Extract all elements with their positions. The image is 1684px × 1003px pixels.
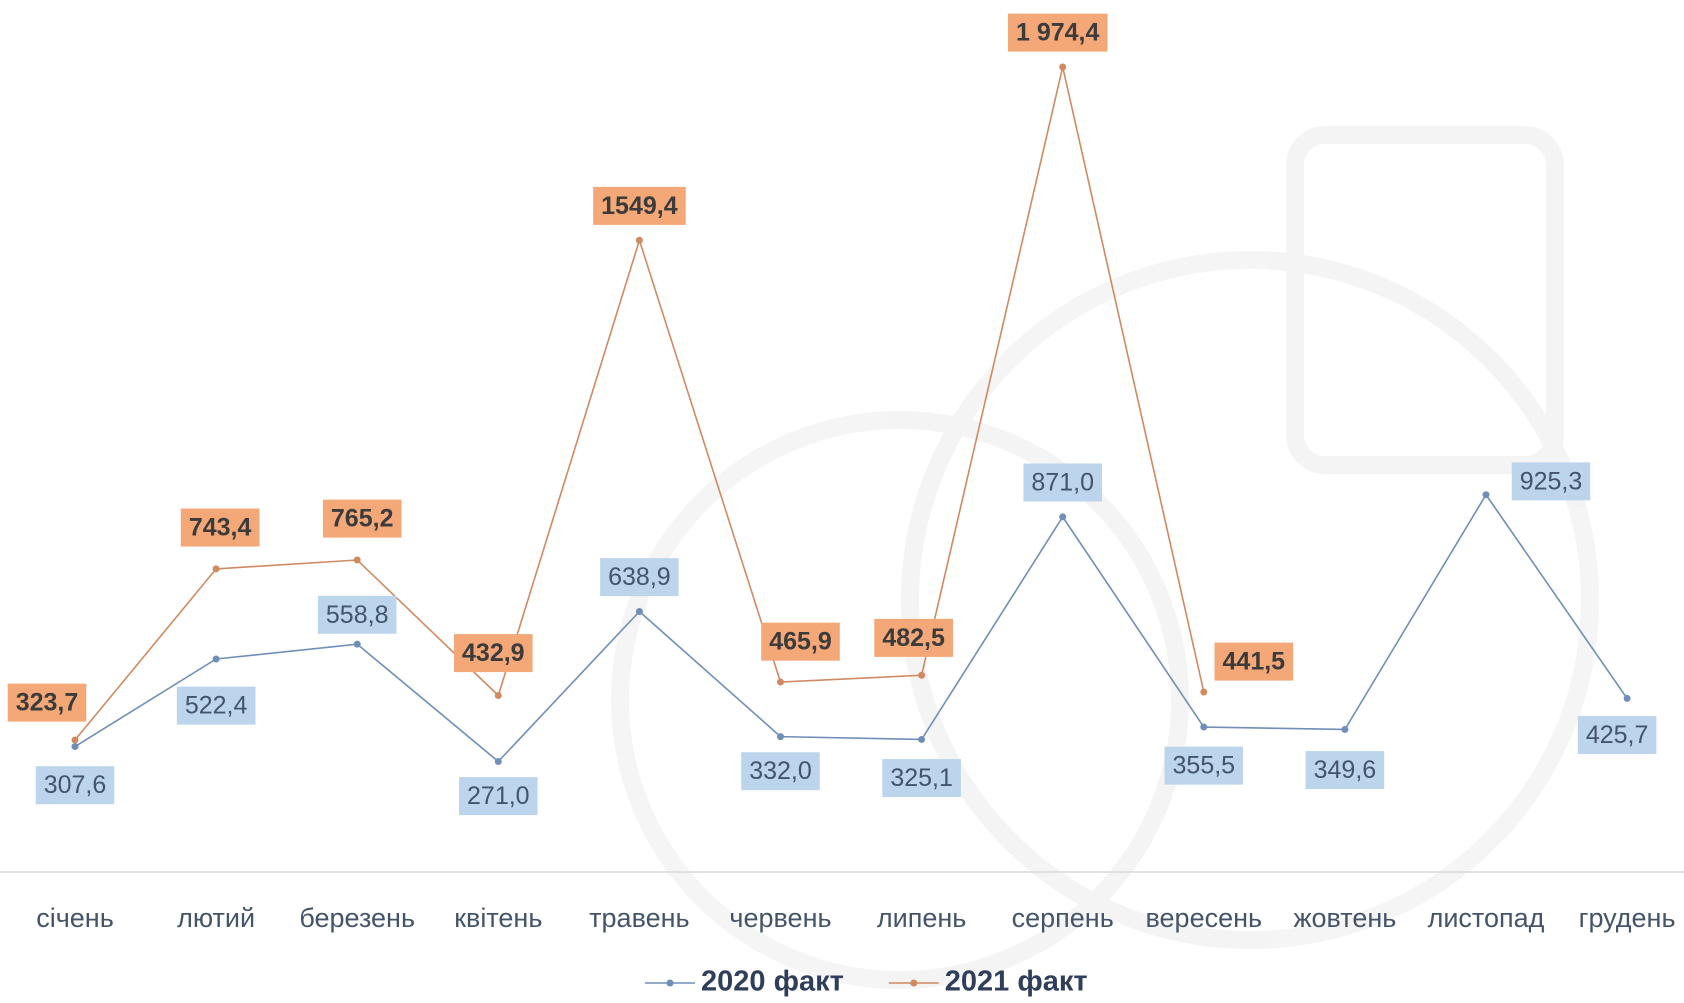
data-label: 355,5 (1165, 747, 1244, 785)
data-point (918, 736, 925, 743)
data-point (777, 679, 784, 686)
data-label: 482,5 (874, 619, 953, 657)
data-label-text: 871,0 (1031, 468, 1094, 496)
data-label-text: 325,1 (890, 764, 953, 792)
data-label-text: 925,3 (1520, 467, 1583, 495)
x-tick-label: квітень (454, 903, 542, 933)
x-tick-label: лютий (177, 903, 255, 933)
data-label: 522,4 (177, 687, 256, 725)
data-label: 743,4 (181, 509, 260, 547)
data-label-text: 323,7 (16, 689, 79, 717)
background-emblem (620, 135, 1590, 980)
chart: січень лютий березень квітень травень червень… (0, 0, 1684, 1003)
series-line (75, 67, 1204, 740)
legend-marker (667, 980, 674, 987)
data-label: 638,9 (600, 558, 679, 596)
data-point (1341, 726, 1348, 733)
x-tick-label: червень (729, 903, 831, 933)
x-tick-label: грудень (1579, 903, 1676, 933)
data-label-text: 765,2 (331, 505, 394, 533)
data-label-text: 465,9 (769, 628, 832, 656)
data-label: 558,8 (318, 596, 397, 634)
data-label-text: 355,5 (1173, 752, 1236, 780)
series-line (75, 495, 1627, 762)
legend-label: 2020 факт (701, 966, 844, 998)
series (72, 491, 1631, 765)
x-tick-label: травень (589, 903, 689, 933)
data-label-text: 332,0 (749, 757, 812, 785)
x-tick-label: серпень (1012, 903, 1114, 933)
data-label: 765,2 (323, 500, 402, 538)
data-point (213, 656, 220, 663)
data-label: 325,1 (882, 759, 961, 797)
data-label: 307,6 (36, 766, 115, 804)
data-point (495, 758, 502, 765)
data-point (213, 565, 220, 572)
data-point (354, 641, 361, 648)
data-label-text: 638,9 (608, 563, 671, 591)
x-tick-label: листопад (1428, 903, 1545, 933)
data-label: 323,7 (8, 684, 87, 722)
data-point (1200, 724, 1207, 731)
data-point (72, 743, 79, 750)
data-label-text: 558,8 (326, 601, 389, 629)
data-label: 332,0 (741, 752, 820, 790)
x-tick-label: жовтень (1293, 903, 1396, 933)
data-point (1059, 513, 1066, 520)
x-tick-label: липень (877, 903, 966, 933)
data-label-text: 349,6 (1314, 756, 1377, 784)
data-label-text: 482,5 (882, 624, 945, 652)
data-label: 271,0 (459, 777, 538, 815)
data-point (354, 557, 361, 564)
x-tick-label: січень (36, 903, 114, 933)
data-point (777, 733, 784, 740)
data-label-text: 522,4 (185, 692, 248, 720)
data-label-text: 1 974,4 (1016, 19, 1100, 47)
data-label-text: 271,0 (467, 782, 530, 810)
data-label: 871,0 (1023, 463, 1102, 501)
data-point (636, 237, 643, 244)
x-tick-label: вересень (1146, 903, 1263, 933)
data-point (72, 737, 79, 744)
series (72, 64, 1208, 744)
data-point (918, 672, 925, 679)
data-label: 349,6 (1306, 751, 1385, 789)
data-label: 432,9 (454, 634, 533, 672)
data-point (636, 608, 643, 615)
data-point (1059, 64, 1066, 71)
data-label: 1549,4 (593, 187, 686, 225)
data-label-text: 307,6 (44, 771, 107, 799)
page: січень лютий березень квітень травень червень… (0, 0, 1684, 1003)
legend-marker (910, 980, 917, 987)
data-label: 925,3 (1512, 462, 1591, 500)
data-label: 425,7 (1578, 716, 1657, 754)
data-label-text: 1549,4 (601, 192, 678, 220)
data-label: 465,9 (761, 623, 840, 661)
data-label: 1 974,4 (1008, 14, 1108, 52)
data-point (1483, 491, 1490, 498)
data-label: 441,5 (1215, 643, 1294, 681)
data-label-text: 432,9 (462, 639, 525, 667)
data-point (1624, 695, 1631, 702)
x-tick-label: березень (299, 903, 415, 933)
legend-label: 2021 факт (945, 966, 1088, 998)
data-label-text: 441,5 (1223, 648, 1286, 676)
data-label-text: 743,4 (189, 514, 252, 542)
data-point (495, 692, 502, 699)
data-label-text: 425,7 (1586, 721, 1649, 749)
data-point (1200, 688, 1207, 695)
